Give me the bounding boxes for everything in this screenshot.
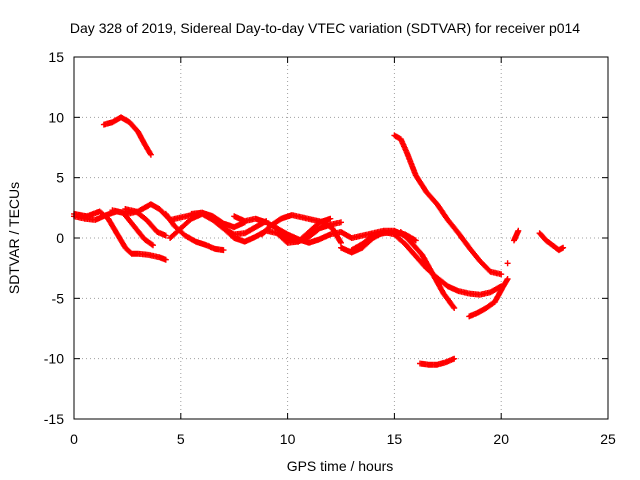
data-point-markers <box>466 276 511 320</box>
series-arc14 <box>391 132 505 278</box>
series-arc3 <box>100 114 154 158</box>
data-point-markers <box>417 355 458 368</box>
series-arc18 <box>504 260 511 267</box>
series-arc4 <box>109 207 156 249</box>
data-point-markers <box>338 229 505 298</box>
data-point-markers <box>162 210 227 254</box>
y-tick-label: -10 <box>44 351 64 367</box>
chart-title: Day 328 of 2019, Sidereal Day-to-day VTE… <box>70 20 580 36</box>
x-axis-label: GPS time / hours <box>287 458 394 474</box>
y-tick-label: 5 <box>56 170 64 186</box>
series-arc20 <box>536 230 567 254</box>
y-axis-label: SDTVAR / TECUs <box>6 182 22 294</box>
x-tick-label: 15 <box>387 431 403 447</box>
x-tick-label: 20 <box>493 431 509 447</box>
series-arc16 <box>417 355 458 368</box>
data-point-markers <box>109 207 156 249</box>
x-tick-label: 0 <box>70 431 78 447</box>
y-tick-label: 0 <box>56 230 64 246</box>
y-tick-label: -5 <box>52 290 65 306</box>
grid-lines <box>74 57 608 419</box>
x-tick-label: 25 <box>600 431 616 447</box>
series-arc2 <box>71 208 169 263</box>
data-point-markers <box>504 260 511 267</box>
data-point-markers <box>391 132 505 278</box>
y-tick-label: 15 <box>48 49 64 65</box>
y-tick-label: 10 <box>48 109 64 125</box>
data-point-markers <box>100 114 154 158</box>
series-arc6 <box>162 210 227 254</box>
series-arc19 <box>511 227 522 244</box>
series-arc15 <box>397 229 458 311</box>
data-point-markers <box>122 206 169 239</box>
x-tick-label: 10 <box>280 431 296 447</box>
data-point-markers <box>71 208 169 263</box>
x-tick-label: 5 <box>177 431 185 447</box>
plot-frame <box>73 56 609 420</box>
series-arc5 <box>122 206 169 239</box>
data-point-markers <box>536 230 567 254</box>
data-point-markers <box>511 227 522 244</box>
data-point-markers <box>397 229 458 311</box>
y-tick-label: -15 <box>44 411 64 427</box>
series-arc17 <box>466 276 511 320</box>
axis-ticks: 0 5 10 15 20 25 -15 -10 -5 0 5 10 15 <box>44 49 616 447</box>
data-points <box>71 114 567 368</box>
series-arc13 <box>338 229 505 298</box>
